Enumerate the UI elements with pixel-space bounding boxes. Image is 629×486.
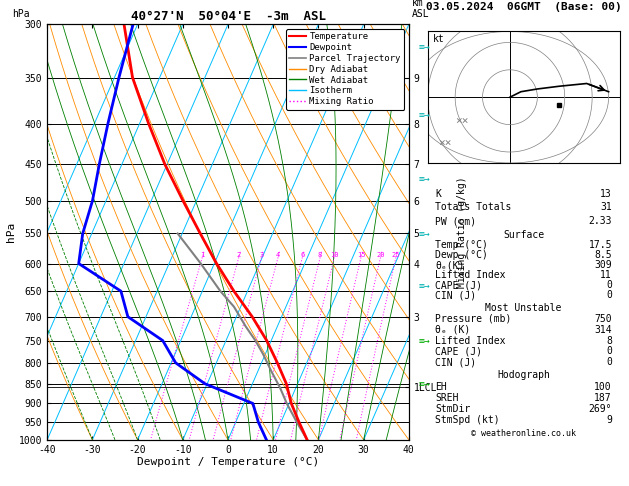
Text: 0: 0 bbox=[606, 280, 612, 290]
Text: ⨯⨯: ⨯⨯ bbox=[455, 117, 469, 127]
Text: CIN (J): CIN (J) bbox=[435, 357, 477, 367]
Title: 40°27'N  50°04'E  -3m  ASL: 40°27'N 50°04'E -3m ASL bbox=[130, 10, 326, 23]
Text: K: K bbox=[435, 189, 442, 198]
Text: 8: 8 bbox=[318, 252, 322, 258]
Text: 0: 0 bbox=[606, 357, 612, 367]
Text: 03.05.2024  06GMT  (Base: 00): 03.05.2024 06GMT (Base: 00) bbox=[426, 2, 621, 12]
Text: 750: 750 bbox=[594, 313, 612, 324]
Text: 4: 4 bbox=[276, 252, 280, 258]
Text: ≡→: ≡→ bbox=[418, 335, 430, 346]
Text: 100: 100 bbox=[594, 382, 612, 392]
Text: Lifted Index: Lifted Index bbox=[435, 270, 506, 280]
Text: 0: 0 bbox=[606, 347, 612, 357]
Text: CAPE (J): CAPE (J) bbox=[435, 347, 482, 357]
Text: 1: 1 bbox=[200, 252, 204, 258]
Text: 6: 6 bbox=[300, 252, 304, 258]
Text: ⨯⨯: ⨯⨯ bbox=[438, 139, 452, 149]
X-axis label: Dewpoint / Temperature (°C): Dewpoint / Temperature (°C) bbox=[137, 457, 319, 468]
Text: Pressure (mb): Pressure (mb) bbox=[435, 313, 512, 324]
Text: 11: 11 bbox=[600, 270, 612, 280]
Text: 9: 9 bbox=[606, 415, 612, 425]
Text: 2: 2 bbox=[237, 252, 241, 258]
Text: θₑ(K): θₑ(K) bbox=[435, 260, 465, 270]
Text: EH: EH bbox=[435, 382, 447, 392]
Legend: Temperature, Dewpoint, Parcel Trajectory, Dry Adiabat, Wet Adiabat, Isotherm, Mi: Temperature, Dewpoint, Parcel Trajectory… bbox=[286, 29, 404, 110]
Text: ≡→: ≡→ bbox=[418, 110, 430, 120]
Text: km
ASL: km ASL bbox=[412, 0, 430, 19]
Text: 25: 25 bbox=[392, 252, 400, 258]
Text: 8: 8 bbox=[606, 335, 612, 346]
Text: Temp (°C): Temp (°C) bbox=[435, 240, 488, 250]
Text: © weatheronline.co.uk: © weatheronline.co.uk bbox=[471, 429, 576, 438]
Text: 20: 20 bbox=[376, 252, 385, 258]
Text: Totals Totals: Totals Totals bbox=[435, 202, 512, 212]
Text: Dewp (°C): Dewp (°C) bbox=[435, 250, 488, 260]
Text: 309: 309 bbox=[594, 260, 612, 270]
Text: PW (cm): PW (cm) bbox=[435, 216, 477, 226]
Text: 8.5: 8.5 bbox=[594, 250, 612, 260]
Text: 269°: 269° bbox=[588, 404, 612, 414]
Text: kt: kt bbox=[433, 35, 445, 44]
Text: StmSpd (kt): StmSpd (kt) bbox=[435, 415, 500, 425]
Text: 187: 187 bbox=[594, 393, 612, 403]
Text: hPa: hPa bbox=[13, 9, 30, 19]
Text: Lifted Index: Lifted Index bbox=[435, 335, 506, 346]
Text: 314: 314 bbox=[594, 325, 612, 335]
Text: CIN (J): CIN (J) bbox=[435, 290, 477, 300]
Text: 17.5: 17.5 bbox=[588, 240, 612, 250]
Text: Hodograph: Hodograph bbox=[497, 370, 550, 381]
Text: Surface: Surface bbox=[503, 230, 544, 240]
Text: Mixing Ratio (g/kg): Mixing Ratio (g/kg) bbox=[457, 176, 467, 288]
Text: CAPE (J): CAPE (J) bbox=[435, 280, 482, 290]
Y-axis label: hPa: hPa bbox=[6, 222, 16, 242]
Text: 15: 15 bbox=[357, 252, 365, 258]
Text: ≡→: ≡→ bbox=[418, 228, 430, 239]
Text: ≡→: ≡→ bbox=[418, 379, 430, 389]
Text: 31: 31 bbox=[600, 202, 612, 212]
Text: 13: 13 bbox=[600, 189, 612, 198]
Text: 3: 3 bbox=[259, 252, 264, 258]
Text: θₑ (K): θₑ (K) bbox=[435, 325, 470, 335]
Text: ≡→: ≡→ bbox=[418, 174, 430, 184]
Text: 0: 0 bbox=[606, 290, 612, 300]
Text: 10: 10 bbox=[330, 252, 338, 258]
Text: 2.33: 2.33 bbox=[588, 216, 612, 226]
Text: ≡→: ≡→ bbox=[418, 42, 430, 52]
Text: Most Unstable: Most Unstable bbox=[486, 303, 562, 313]
Text: StmDir: StmDir bbox=[435, 404, 470, 414]
Text: SREH: SREH bbox=[435, 393, 459, 403]
Text: ≡→: ≡→ bbox=[418, 281, 430, 291]
